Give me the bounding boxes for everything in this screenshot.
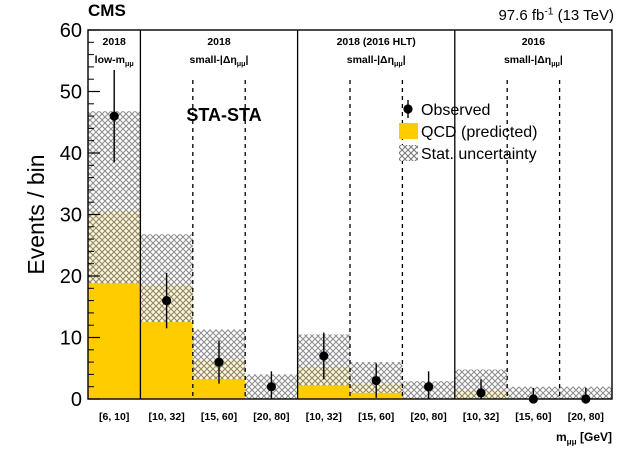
axes-layer <box>87 29 613 400</box>
legend: Observed QCD (predicted) Stat. uncertainty <box>399 100 537 163</box>
observed-point <box>476 388 486 398</box>
x-axis-label: mμμ [GeV] <box>556 430 612 446</box>
group-subtitle: small-|Δημμ| <box>504 54 563 68</box>
group-title: 2016 <box>522 36 546 48</box>
x-tick-label: [10, 32] <box>306 411 342 423</box>
x-tick-label: [10, 32] <box>149 411 185 423</box>
legend-label: QCD (predicted) <box>421 124 537 141</box>
x-tick-label: [15, 60] <box>358 411 394 423</box>
y-tick-label: 60 <box>60 20 82 42</box>
selection-annotation: STA-STA <box>186 105 261 125</box>
group-subtitle: small-|Δημμ| <box>347 54 406 68</box>
luminosity-label: 97.6 fb-1 (13 TeV) <box>498 6 614 24</box>
x-tick-label: [10, 32] <box>463 411 499 423</box>
legend-item-observed: Observed <box>403 100 490 119</box>
observed-layer <box>109 69 591 404</box>
observed-point <box>424 382 434 392</box>
x-tick-label: [20, 80] <box>253 411 289 423</box>
observed-point <box>319 351 329 361</box>
group-title: 2018 <box>207 36 231 48</box>
separators-layer <box>139 30 561 399</box>
x-tick-label: [20, 80] <box>411 411 447 423</box>
y-tick-label: 10 <box>60 328 82 350</box>
x-tick-label: [20, 80] <box>568 411 604 423</box>
legend-uncertainty-swatch <box>399 145 418 161</box>
legend-item-uncertainty: Stat. uncertainty <box>399 145 537 163</box>
observed-point <box>214 357 224 367</box>
experiment-label: CMS <box>88 1 126 20</box>
legend-item-qcd: QCD (predicted) <box>399 123 537 141</box>
x-tick-label: [15, 60] <box>201 411 237 423</box>
group-subtitle: small-|Δημμ| <box>190 54 249 68</box>
legend-observed-marker <box>403 104 413 114</box>
group-title: 2018 (2016 HLT) <box>337 36 416 48</box>
x-tick-label: [6, 10] <box>99 411 129 423</box>
observed-point <box>266 382 276 392</box>
group-title: 2018 <box>103 36 127 48</box>
y-tick-label: 20 <box>60 266 82 288</box>
y-tick-label: 50 <box>60 82 82 104</box>
x-tick-label: [15, 60] <box>515 411 551 423</box>
y-tick-label: 30 <box>60 205 82 227</box>
legend-label: Observed <box>421 102 490 119</box>
legend-qcd-swatch <box>399 123 418 139</box>
y-tick-label: 0 <box>71 389 82 411</box>
legend-label: Stat. uncertainty <box>421 146 537 163</box>
text-layer: [6, 10] [10, 32] [15, 60] [20, 80] [10, 32] [… <box>23 1 614 446</box>
group-subtitle: low-mμμ <box>95 54 134 68</box>
observed-point <box>162 296 172 306</box>
y-axis-label: Events / bin <box>23 154 49 274</box>
observed-point <box>371 375 381 386</box>
y-tick-label: 40 <box>60 143 82 165</box>
observed-point <box>109 111 119 121</box>
